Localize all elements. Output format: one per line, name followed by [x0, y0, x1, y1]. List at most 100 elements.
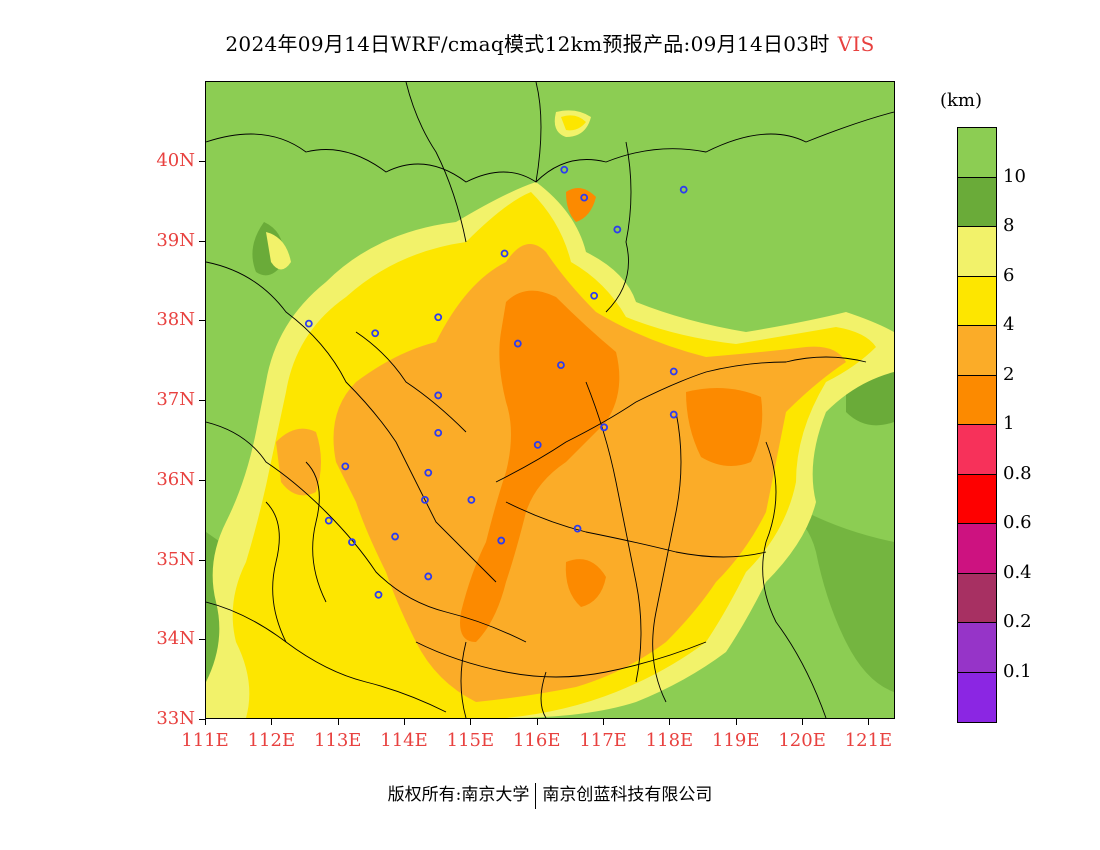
city-marker — [341, 462, 350, 471]
lat-tick-label: 40N — [156, 149, 195, 171]
city-marker — [348, 538, 356, 547]
map-panel — [205, 81, 895, 719]
city-marker — [533, 440, 542, 449]
city-marker — [573, 524, 582, 533]
lat-tick — [199, 559, 205, 561]
lon-tick-label: 116E — [512, 730, 561, 751]
colorbar-label: 0.2 — [1003, 611, 1032, 632]
city-marker — [391, 532, 399, 541]
lon-tick — [205, 719, 206, 725]
city-marker — [613, 225, 622, 234]
copyright-text: 版权所有:南京大学 — [387, 785, 530, 805]
lat-tick-label: 39N — [156, 229, 195, 251]
field-6-8km — [266, 232, 291, 270]
lat-tick-label: 35N — [156, 548, 195, 570]
lon-tick — [337, 719, 339, 725]
lon-tick-label: 119E — [712, 730, 760, 751]
city-marker — [669, 367, 678, 376]
city-marker — [600, 423, 608, 432]
lon-tick — [603, 719, 605, 725]
lat-tick-label: 38N — [156, 309, 195, 331]
lon-tick — [669, 719, 671, 725]
field-1-2km — [460, 290, 620, 642]
lon-tick-label: 113E — [313, 730, 362, 751]
lon-tick — [735, 719, 737, 725]
city-marker — [513, 339, 522, 348]
city-marker — [371, 329, 380, 338]
colorbar-segment — [958, 128, 996, 178]
lat-tick — [199, 479, 205, 481]
lat-tick-label: 33N — [156, 708, 195, 729]
lat-tick — [199, 719, 205, 720]
city-marker — [557, 361, 565, 370]
field-2-4km — [276, 428, 321, 496]
lon-tick-label: 117E — [579, 730, 627, 751]
company-text: 南京创蓝科技有限公司 — [542, 785, 713, 805]
lat-tick-label: 37N — [156, 389, 195, 410]
colorbar-segment — [958, 623, 996, 673]
lat-tick — [199, 639, 205, 641]
colorbar-segment — [958, 375, 996, 425]
colorbar-segment — [958, 672, 996, 722]
field-1-2km — [566, 188, 596, 222]
lat-tick — [199, 320, 205, 322]
colorbar-segment — [958, 227, 996, 277]
lon-tick-label: 118E — [645, 730, 694, 751]
colorbar-label: 0.1 — [1003, 660, 1032, 682]
colorbar-unit: (km) — [940, 90, 983, 111]
city-marker — [560, 165, 569, 174]
lon-tick — [802, 719, 804, 725]
city-marker — [421, 495, 429, 504]
colorbar-label: 10 — [1003, 165, 1026, 187]
colorbar-label: 0.8 — [1003, 462, 1032, 484]
city-marker — [669, 410, 678, 419]
colorbar-segment — [958, 524, 996, 574]
field-1-2km — [565, 559, 606, 607]
city-marker — [590, 291, 599, 300]
colorbar-label: 0.6 — [1003, 512, 1032, 533]
city-marker — [434, 428, 443, 437]
lon-tick-label: 112E — [247, 730, 296, 751]
colorbar-segment — [958, 326, 996, 376]
visibility-map — [206, 82, 894, 718]
city-marker — [324, 516, 333, 525]
lon-tick — [271, 719, 273, 725]
city-marker — [424, 572, 433, 581]
city-marker — [424, 468, 433, 477]
lon-tick-label: 120E — [778, 730, 826, 751]
colorbar-segment — [958, 425, 996, 475]
lat-tick — [199, 160, 205, 162]
footer: 版权所有:南京大学 南京创蓝科技有限公司 — [0, 780, 1100, 809]
colorbar-label: 8 — [1003, 215, 1015, 236]
colorbar-segment — [958, 177, 996, 227]
lon-tick — [868, 719, 870, 725]
city-markers — [304, 165, 688, 599]
colorbar-segment — [958, 573, 996, 623]
lon-tick — [404, 719, 406, 725]
colorbar-label: 2 — [1003, 363, 1015, 385]
lon-tick-label: 121E — [844, 730, 893, 751]
colorbar-label: 4 — [1003, 314, 1015, 335]
field-1-2km — [686, 388, 763, 466]
city-marker — [434, 313, 443, 322]
colorbar-label: 6 — [1003, 264, 1015, 286]
colorbar-segment — [958, 276, 996, 326]
lon-tick-label: 114E — [380, 730, 428, 751]
title-text: 2024年09月14日WRF/cmaq模式12km预报产品:09月14日03时 — [225, 32, 830, 56]
chart-title: 2024年09月14日WRF/cmaq模式12km预报产品:09月14日03时 V… — [0, 28, 1100, 57]
lat-tick — [199, 240, 205, 242]
colorbar — [957, 127, 997, 723]
colorbar-label: 1 — [1003, 413, 1015, 434]
lat-tick — [199, 400, 205, 401]
city-marker — [679, 185, 688, 194]
city-marker — [434, 391, 443, 400]
lon-tick-label: 115E — [446, 730, 495, 751]
field-2-4km — [333, 244, 846, 702]
lon-tick — [470, 719, 472, 725]
field-8-10km — [766, 502, 894, 692]
colorbar-label: 0.4 — [1003, 561, 1032, 583]
lat-tick-label: 36N — [156, 468, 195, 490]
city-marker — [580, 193, 589, 202]
city-marker — [304, 319, 313, 328]
lon-tick-label: 111E — [181, 730, 229, 751]
